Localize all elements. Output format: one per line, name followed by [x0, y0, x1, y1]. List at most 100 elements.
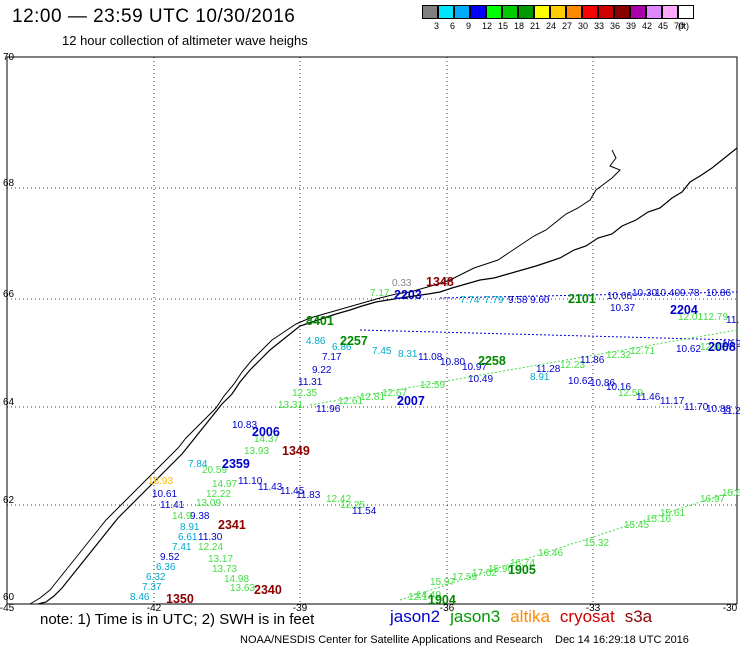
wave-height-value: 13.31: [278, 400, 303, 411]
wave-height-value: 11.30: [198, 532, 223, 543]
wave-height-value: 17.02: [472, 568, 497, 579]
wave-height-value: 20.59: [202, 465, 227, 476]
satellite-name: jason2: [390, 607, 441, 626]
wave-height-value: 11.45: [280, 486, 305, 497]
pass-time-id: 2341: [218, 518, 246, 532]
wave-height-value: 6.61: [178, 532, 198, 543]
latitude-tick-label: 66: [3, 289, 15, 300]
satellite-legend: jason2 jason3 altika cryosat s3a: [390, 607, 662, 627]
pass-time-id: 2007: [397, 394, 425, 408]
wave-height-value: 10.86: [706, 288, 731, 299]
wave-height-value: 14.37: [254, 434, 279, 445]
satellite-name: altika: [510, 607, 550, 626]
legend-label: 18: [514, 21, 525, 31]
wave-height-value: 13.93: [244, 446, 269, 457]
wave-height-value: 7.45: [372, 346, 392, 357]
wave-height-value: 7.17: [370, 288, 390, 299]
wave-height-value: 9.60: [530, 295, 550, 306]
wave-height-value: 12.24: [198, 542, 223, 553]
wave-height-value: 11.70: [684, 402, 709, 413]
wave-height-value: 12.59: [618, 388, 643, 399]
latitude-axis: 70 68 66 64 62 60: [3, 52, 15, 603]
legend-swatch: [630, 5, 646, 19]
legend-label: 27: [562, 21, 573, 31]
wave-height-value: 11.31: [298, 377, 323, 388]
legend-swatch: [582, 5, 598, 19]
wave-height-value: 10.40: [655, 288, 680, 299]
legend-swatch: [454, 5, 470, 19]
wave-height-value: 14.97: [212, 479, 237, 490]
wave-height-value: 10.97: [462, 362, 487, 373]
wave-height-value: 9.58: [508, 295, 528, 306]
legend-swatch: [662, 5, 678, 19]
satellite-name: cryosat: [559, 607, 615, 626]
color-legend: 3 6 9 12 15 18 21 24 27 30 33 36 39 42 45 70 (ft): [422, 5, 694, 31]
wave-height-value: 10.30: [632, 288, 657, 299]
wave-height-value: 11.96: [316, 404, 341, 415]
wave-height-value: 12.32: [606, 350, 631, 361]
wave-height-value: 12.14: [408, 592, 433, 603]
pass-time-id: 2006: [252, 425, 280, 439]
latitude-tick-label: 64: [3, 397, 15, 408]
legend-swatches: [422, 5, 694, 19]
wave-height-value: 18.93: [148, 476, 173, 487]
latitude-tick-label: 70: [3, 52, 15, 63]
legend-label: (ft): [678, 21, 689, 31]
pass-time-id: 1904: [428, 593, 456, 607]
longitude-tick-label: -36: [440, 603, 455, 614]
wave-height-value: 10.49: [468, 374, 493, 385]
wave-height-value: 10.86: [590, 378, 615, 389]
legend-swatch: [470, 5, 486, 19]
legend-label: 24: [546, 21, 557, 31]
wave-height-value: 10.16: [606, 382, 631, 393]
wave-height-value: 16.46: [538, 548, 563, 559]
wave-height-value: 9.78: [680, 288, 700, 299]
wave-height-value: 12.22: [206, 489, 231, 500]
wave-height-value: 10.91: [722, 339, 740, 350]
wave-height-value: 7.41: [172, 542, 192, 553]
satellite-name: jason3: [450, 607, 501, 626]
wave-height-value: 10.62: [568, 376, 593, 387]
wave-height-value: 9.22: [312, 365, 332, 376]
legend-swatch: [678, 5, 694, 19]
legend-labels: 3 6 9 12 15 18 21 24 27 30 33 36 39 42 45 70 (ft): [422, 21, 740, 33]
longitude-tick-label: -30: [723, 603, 738, 614]
wave-height-value: 15.97: [430, 577, 455, 588]
wave-height-value: 8.31: [398, 349, 418, 360]
pass-time-id: 1905: [508, 563, 536, 577]
pass-time-id: 2008: [708, 340, 736, 354]
legend-swatch: [438, 5, 454, 19]
legend-label: 30: [578, 21, 589, 31]
legend-swatch: [550, 5, 566, 19]
pass-time-id: 1349: [282, 444, 310, 458]
wave-height-value: 9.52: [160, 552, 180, 563]
longitude-axis: -45 -42 -39 -36 -33 -30: [0, 603, 738, 614]
map-title: 12:00 — 23:59 UTC 10/30/2016: [12, 6, 296, 27]
wave-height-value: 6.86: [332, 342, 352, 353]
pass-time-id: 2340: [254, 583, 282, 597]
graticule: [7, 57, 737, 604]
wave-height-value: 11.86: [580, 355, 605, 366]
legend-swatch: [422, 5, 438, 19]
legend-label: 36: [610, 21, 621, 31]
pass-time-id: 2258: [478, 354, 506, 368]
legend-label: 15: [498, 21, 509, 31]
wave-height-value: 11.46: [636, 392, 661, 403]
wave-height-value: 13.17: [208, 554, 233, 565]
wave-height-value: 13.09: [196, 498, 221, 509]
legend-label: 3: [434, 21, 440, 31]
wave-height-value: 12.61: [338, 396, 363, 407]
longitude-tick-label: -42: [147, 603, 162, 614]
wave-height-value: 10.37: [610, 303, 635, 314]
wave-height-value: 0.33: [392, 278, 412, 289]
wave-height-value: 6.32: [146, 572, 166, 583]
wave-height-value: 15.32: [584, 538, 609, 549]
pass-time-labels: 1348 2203 2101 2204 2008 8401 2257 2258 2007 2006…: [166, 275, 736, 607]
wave-height-value: 7.74: [460, 295, 480, 306]
wave-height-value: 10.62: [676, 344, 701, 355]
satellite-name: s3a: [624, 607, 653, 626]
wave-height-value: 12.42: [326, 494, 351, 505]
wave-height-value: 15.61: [660, 508, 685, 519]
wave-height-value: 10.61: [152, 489, 177, 500]
